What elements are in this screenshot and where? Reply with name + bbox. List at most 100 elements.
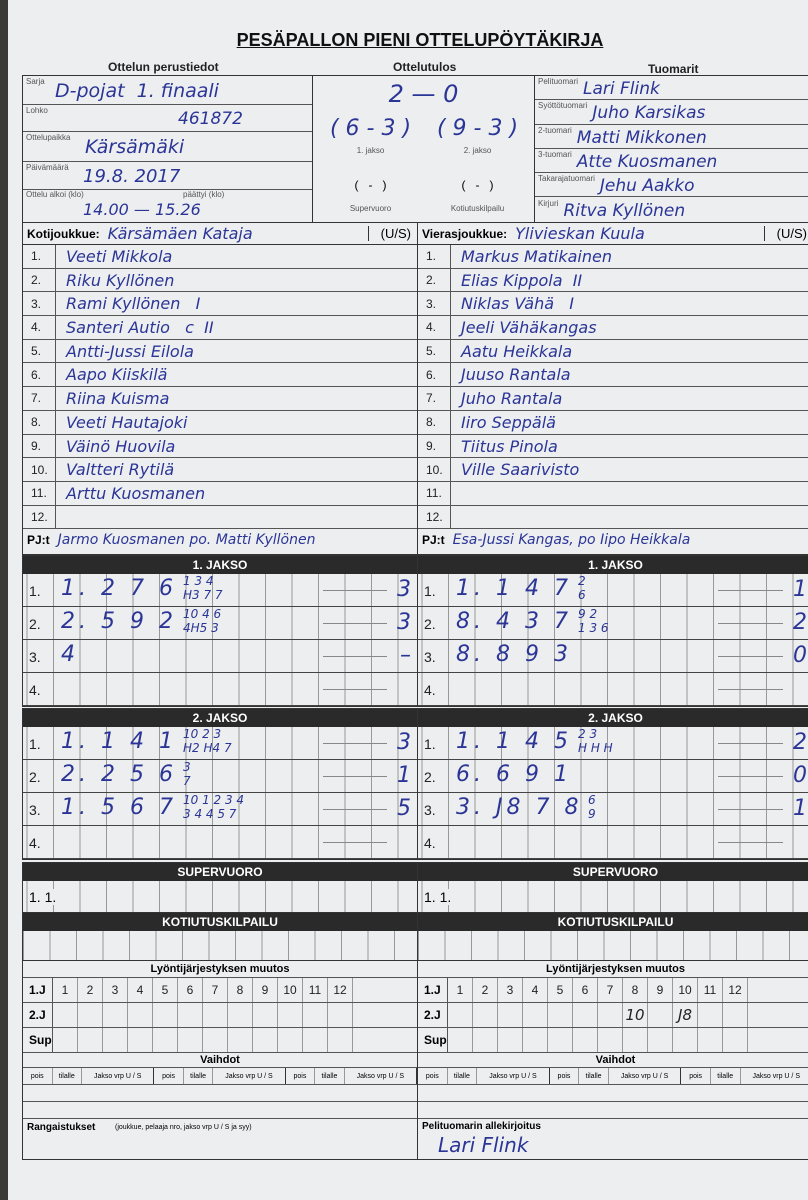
order-cell [648,1003,673,1027]
order-row: 1.J 1 2 3 4 5 6 7 8 9 10 11 12 [418,978,808,1003]
inning-notes-bottom: 3 4 4 5 7 [183,807,237,821]
player-row: 10. Ville Saarivisto [418,458,808,482]
referee-row: Kirjuri Ritva Kyllönen [535,198,808,222]
player-row: 9. Väinö Huovila [23,434,417,459]
inning-batters: 1. 5 6 7 [61,795,177,820]
inning-batters: 1. 1 4 5 [456,729,572,754]
pj-label: PJ:t [422,533,445,548]
order-cell [303,1028,328,1052]
inning-notes-bottom: H3 7 7 [183,588,223,602]
order-cell: 8 [228,978,253,1002]
order-cell: 6 [178,978,203,1002]
inning-row: 4. [23,673,417,706]
inning-notes-bottom: 9 [588,807,596,821]
inning-row: 3. 4 – [23,640,417,673]
order-cell: 7 [598,978,623,1002]
inning-notes-top: 10 1 2 3 4 [183,793,245,807]
kotiutus-grid [418,931,808,961]
order-cell [623,1028,648,1052]
team-name: Kärsämäen Kataja [107,223,253,243]
inning-number: 2. [424,769,436,785]
order-cell: 10 [623,1003,648,1027]
away-lower: SUPERVUORO 1. 1. KOTIUTUSKILPAILU Lyöntijär… [418,863,808,1159]
player-name: Riina Kuisma [55,387,169,410]
order-cell [253,1003,278,1027]
order-cell: 3 [103,978,128,1002]
player-row: 12. [418,505,808,530]
order-cell [53,1028,78,1052]
player-name: Riku Kyllönen [55,268,174,292]
inning-number: 4. [424,682,436,698]
inning-runs: 0 [793,643,807,668]
block-label: Lohko [26,106,48,115]
order-cell: 5 [153,978,178,1002]
home-away-selector[interactable]: (U/S) [367,226,411,241]
period-title: 2. JAKSO [23,709,417,727]
home-away-selector[interactable]: (U/S) [763,226,807,241]
player-number: 12. [426,509,443,524]
teams: Kotijoukkue: Kärsämäen Kataja (U/S) 1. Veeti… [22,223,808,555]
player-number: 10. [426,462,443,477]
subs-column-label: tilalle [184,1068,214,1084]
subs-column-label: pois [154,1068,184,1084]
order-cell: 9 [648,978,673,1002]
pj-row: PJ:t Esa-Jussi Kangas, po Iipo Heikkala [418,529,808,551]
venue-value: Kärsämäki [85,136,185,158]
player-row: 4. Jeeli Vähäkangas [418,316,808,340]
referee-role: Syöttötuomari [538,101,588,111]
inning-batters: 4 [61,642,79,667]
inning-number: 3. [424,649,436,665]
order-cell: 11 [698,978,723,1002]
period-title: 1. JAKSO [23,556,417,574]
inning-batters: 3. J8 7 8 [456,795,583,820]
inning-runs: 3 [397,610,411,635]
order-cell [178,1028,203,1052]
order-cell: 9 [253,978,278,1002]
player-row: 2. Riku Kyllönen [23,268,417,293]
player-number: 1. [31,249,42,264]
referee-row: 2-tuomari Matti Mikkonen [535,125,808,149]
row-guide-line [323,743,387,744]
subs-title: Vaihdot [418,1053,808,1068]
supervuoro-row: 1. 1. [23,881,417,913]
order-cell [598,1028,623,1052]
player-row: 12. [23,505,417,530]
inning-number: 1. [424,583,436,599]
final-score: 2 — 0 [388,80,459,108]
order-cell [698,1003,723,1027]
inning-notes-bottom: H2 H4 7 [183,741,232,755]
inning-notes-top: 6 [588,793,596,807]
order-cell [203,1028,228,1052]
home-lower: SUPERVUORO 1. 1. KOTIUTUSKILPAILU Lyöntijär… [23,863,418,1159]
subs-column-label: pois [286,1068,316,1084]
player-number: 6. [31,367,42,382]
player-name: Niklas Vähä I [450,292,574,316]
player-row: 11. [418,481,808,506]
section-referees: Tuomarit [648,62,699,76]
row-guide-line [323,809,387,810]
player-number: 4. [31,320,42,335]
inning-runs: 2 [793,730,807,755]
inning-row: 4. [418,826,808,859]
row-guide-line [323,590,387,591]
order-cell [228,1003,253,1027]
player-name: Elias Kippola II [450,268,582,292]
supervuoro-title: SUPERVUORO [418,863,808,881]
player-number: 11. [31,486,47,501]
player-row: 10. Valtteri Rytilä [23,458,417,482]
order-cell: 12 [328,978,353,1002]
divider [23,189,312,190]
order-row-label: 1.J [23,978,53,1002]
order-cell [178,1003,203,1027]
subs-row [23,1102,417,1119]
inning-row: 2. 6. 6 9 1 0 [418,760,808,793]
row-guide-line [323,656,387,657]
period-title: 1. JAKSO [418,556,808,574]
inning-notes-top: 9 2 [578,607,598,621]
player-number: 10. [31,462,48,477]
inning-notes-bottom: 6 [578,588,586,602]
section-result: Ottelutulos [393,60,457,74]
order-row-label: 1.J [418,978,448,1002]
